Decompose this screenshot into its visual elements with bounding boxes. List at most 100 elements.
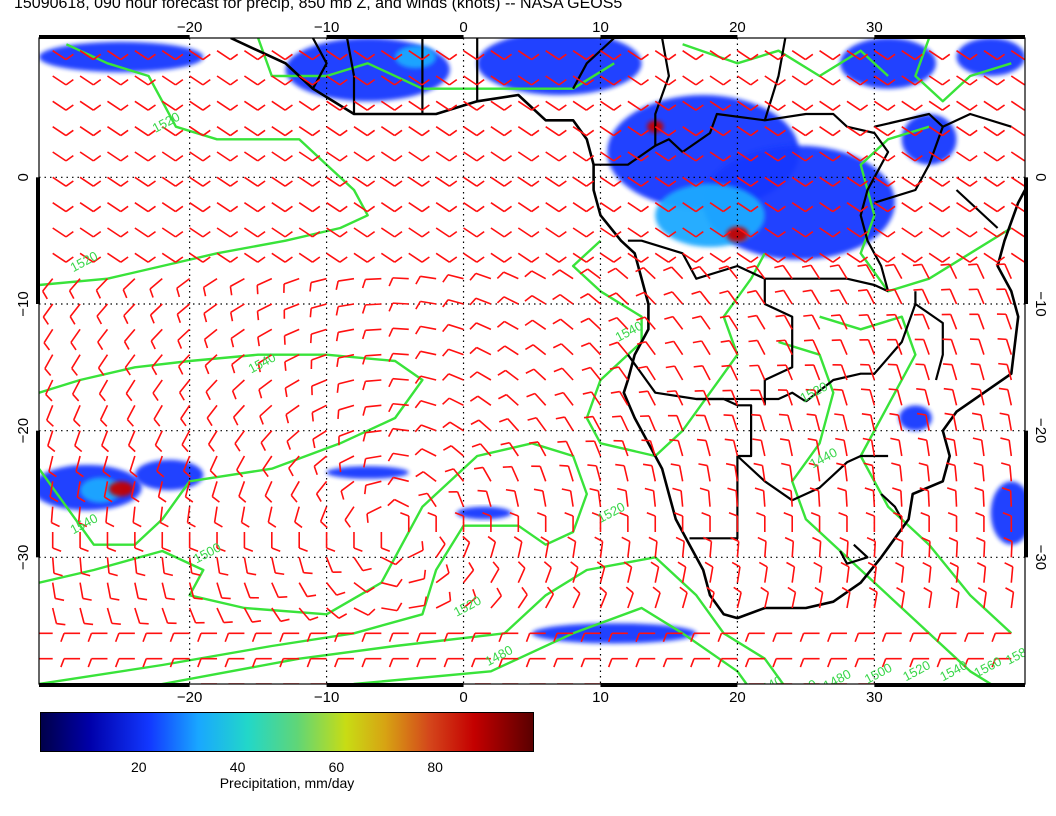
barb-feather bbox=[613, 205, 622, 213]
barb-feather bbox=[585, 230, 595, 238]
barb-shaft bbox=[873, 50, 889, 61]
wind-barb bbox=[134, 151, 156, 162]
wind-barb bbox=[819, 176, 841, 187]
barb-shaft bbox=[243, 126, 259, 137]
barb-feather bbox=[695, 129, 704, 137]
contour-label: 1460 bbox=[787, 676, 820, 703]
barb-feather bbox=[169, 658, 175, 668]
wind-barb bbox=[502, 465, 520, 482]
barb-feather bbox=[781, 462, 791, 467]
wind-barb bbox=[778, 413, 793, 431]
barb-shaft bbox=[312, 429, 328, 440]
wind-barb bbox=[887, 338, 903, 355]
top-frame-bar bbox=[874, 35, 1025, 39]
wind-barb bbox=[337, 404, 355, 419]
barb-feather bbox=[525, 368, 535, 374]
country-border bbox=[764, 277, 889, 293]
barb-feather bbox=[750, 154, 759, 162]
barb-feather bbox=[394, 154, 403, 162]
barb-shaft bbox=[463, 252, 478, 263]
barb-feather bbox=[579, 293, 589, 299]
barb-shaft bbox=[134, 176, 149, 187]
wind-barb bbox=[435, 176, 458, 187]
barb-feather bbox=[638, 390, 648, 394]
wind-barb bbox=[463, 176, 485, 187]
wind-barb bbox=[388, 277, 409, 287]
barb-shaft bbox=[789, 465, 793, 482]
wind-barb bbox=[670, 463, 684, 482]
barb-shaft bbox=[921, 289, 930, 305]
wind-barb bbox=[469, 272, 492, 281]
barb-shaft bbox=[514, 490, 520, 507]
barb-feather bbox=[231, 364, 236, 374]
barb-feather bbox=[552, 318, 562, 325]
barb-feather bbox=[421, 205, 430, 213]
precip-area bbox=[108, 481, 134, 497]
barb-feather bbox=[142, 658, 147, 668]
wind-barb bbox=[956, 227, 978, 238]
barb-feather bbox=[92, 180, 102, 187]
country-border bbox=[839, 543, 869, 565]
wind-barb bbox=[572, 151, 595, 162]
barb-feather bbox=[176, 313, 182, 324]
barb-feather bbox=[181, 444, 189, 453]
wind-barb bbox=[298, 151, 321, 162]
barb-feather bbox=[857, 263, 867, 267]
barb-shaft bbox=[408, 50, 423, 61]
barb-feather bbox=[865, 512, 875, 517]
barb-feather bbox=[492, 561, 500, 570]
barb-shaft bbox=[298, 50, 313, 61]
barb-shaft bbox=[956, 202, 971, 213]
wind-barb bbox=[251, 657, 272, 668]
barb-feather bbox=[832, 154, 841, 162]
wind-barb bbox=[79, 532, 89, 552]
barb-shaft bbox=[572, 50, 587, 61]
barb-feather bbox=[161, 547, 171, 552]
barb-feather bbox=[259, 415, 264, 425]
barb-shaft bbox=[654, 176, 670, 187]
wind-barb bbox=[298, 227, 321, 238]
barb-shaft bbox=[447, 298, 464, 305]
barb-shaft bbox=[846, 592, 851, 609]
barb-shaft bbox=[600, 151, 615, 162]
barb-feather bbox=[570, 561, 579, 569]
wind-barb bbox=[894, 536, 904, 558]
barb-shaft bbox=[617, 366, 629, 381]
barb-feather bbox=[175, 180, 184, 187]
barb-feather bbox=[971, 387, 981, 391]
wind-barb bbox=[469, 322, 492, 331]
barb-shaft bbox=[52, 50, 67, 61]
barb-feather bbox=[812, 536, 821, 543]
wind-barb bbox=[846, 227, 869, 238]
barb-feather bbox=[120, 104, 129, 111]
wind-barb bbox=[545, 126, 567, 137]
wind-barb bbox=[134, 607, 149, 625]
wind-barb bbox=[832, 364, 848, 381]
barb-feather bbox=[312, 104, 321, 111]
wind-barb bbox=[998, 362, 1013, 381]
barb-feather bbox=[442, 397, 450, 405]
wind-barb bbox=[271, 151, 293, 162]
barb-shaft bbox=[545, 50, 560, 61]
barb-shaft bbox=[271, 75, 286, 86]
barb-feather bbox=[151, 366, 158, 376]
barb-feather bbox=[257, 256, 266, 263]
barb-feather bbox=[582, 391, 592, 395]
barb-feather bbox=[448, 154, 458, 162]
wind-barb bbox=[949, 562, 959, 583]
barb-feather bbox=[695, 104, 704, 111]
barb-shaft bbox=[869, 389, 876, 406]
barb-shaft bbox=[760, 440, 766, 457]
wind-barb bbox=[353, 252, 376, 263]
barb-feather bbox=[558, 78, 567, 86]
barb-feather bbox=[60, 658, 65, 668]
barb-shaft bbox=[599, 567, 606, 583]
barb-feather bbox=[973, 462, 983, 467]
barb-shaft bbox=[654, 202, 670, 213]
barb-shaft bbox=[43, 328, 54, 344]
barb-shaft bbox=[311, 404, 327, 414]
barb-feather bbox=[442, 274, 449, 283]
barb-shaft bbox=[682, 75, 697, 86]
barb-feather bbox=[725, 462, 736, 467]
wind-barb bbox=[921, 537, 931, 558]
